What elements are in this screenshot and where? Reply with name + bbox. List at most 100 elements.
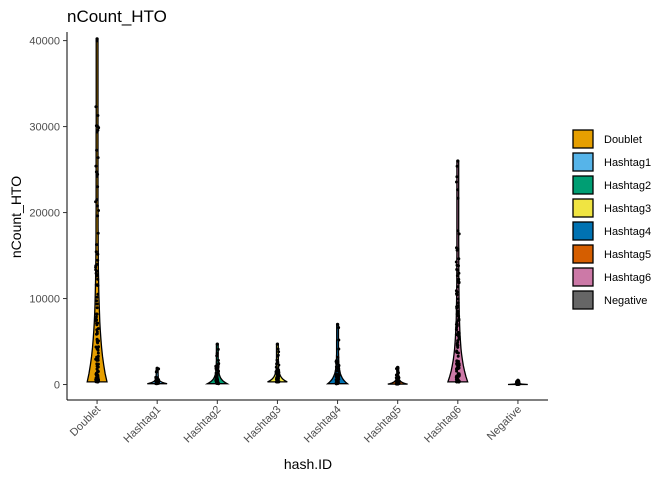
data-point xyxy=(96,258,100,262)
data-point xyxy=(517,381,521,385)
data-point xyxy=(456,297,460,301)
x-tick-label: Hashtag3 xyxy=(242,404,284,446)
points-Hashtag5 xyxy=(394,365,401,386)
y-tick-label: 0 xyxy=(54,380,60,392)
data-point xyxy=(155,378,159,381)
data-point xyxy=(96,370,100,373)
data-point xyxy=(94,318,98,322)
y-axis-title: nCount_HTO xyxy=(8,176,24,258)
data-point xyxy=(337,338,341,342)
data-point xyxy=(335,366,339,370)
data-point xyxy=(96,214,100,218)
data-point xyxy=(456,359,460,363)
x-tick-label: Hashtag4 xyxy=(302,404,344,446)
legend-key-Hashtag6 xyxy=(572,267,594,287)
data-point xyxy=(456,301,460,305)
data-point xyxy=(96,262,99,266)
data-point-max xyxy=(396,365,400,369)
data-point xyxy=(394,376,398,380)
data-point xyxy=(276,354,280,358)
data-point xyxy=(454,260,458,264)
data-point xyxy=(97,209,100,212)
data-point xyxy=(94,357,98,361)
data-point-max xyxy=(516,378,520,382)
data-point xyxy=(457,232,461,236)
data-point xyxy=(275,376,279,379)
data-point xyxy=(394,373,398,377)
data-point xyxy=(456,341,460,344)
data-point xyxy=(456,196,460,200)
data-point-max xyxy=(215,342,219,346)
legend-label-Hashtag1: Hashtag1 xyxy=(604,157,651,169)
data-point xyxy=(96,277,100,281)
data-point xyxy=(396,380,400,384)
data-point xyxy=(96,283,99,287)
data-point xyxy=(95,295,99,299)
legend-label-Hashtag3: Hashtag3 xyxy=(604,203,651,215)
data-point xyxy=(215,354,219,358)
data-point xyxy=(457,317,461,321)
data-point xyxy=(337,363,341,367)
data-point xyxy=(95,299,99,303)
data-point xyxy=(94,105,98,109)
plot-area: 0 10000 20000 30000 40000 Doublet Hashtag1 Hash… xyxy=(29,32,548,445)
data-point xyxy=(95,312,99,316)
data-point xyxy=(457,278,461,282)
data-point xyxy=(96,351,100,355)
data-point xyxy=(94,170,98,174)
data-point xyxy=(94,268,98,272)
legend-key-Doublet xyxy=(572,129,594,149)
points-Hashtag1 xyxy=(154,366,161,386)
data-point xyxy=(216,347,220,351)
data-point xyxy=(95,302,99,306)
data-point xyxy=(456,351,460,355)
data-point xyxy=(96,125,100,129)
data-point xyxy=(334,378,338,382)
data-point xyxy=(277,363,281,367)
legend-label-Negative: Negative xyxy=(604,295,647,307)
data-point-max xyxy=(456,159,460,163)
data-point xyxy=(455,324,459,328)
data-point xyxy=(456,309,460,313)
data-point xyxy=(457,257,461,261)
legend-key-Negative xyxy=(572,290,594,310)
data-point xyxy=(457,280,461,284)
points-Hashtag6 xyxy=(454,159,461,384)
data-point xyxy=(456,354,460,358)
data-point xyxy=(95,198,99,202)
data-point xyxy=(336,361,340,365)
data-point xyxy=(216,358,220,362)
data-point xyxy=(95,204,99,208)
data-point xyxy=(455,306,459,309)
data-point xyxy=(455,367,459,371)
y-tick-label: 20000 xyxy=(29,208,60,220)
data-point xyxy=(94,378,98,382)
data-point xyxy=(455,180,458,184)
data-point xyxy=(456,188,460,192)
data-point xyxy=(96,375,100,379)
legend: Doublet Hashtag1 Hashtag2 Hashtag3 Hashtag4 H… xyxy=(572,129,651,310)
points-Negative xyxy=(515,378,521,386)
data-point xyxy=(335,374,339,378)
legend-label-Hashtag5: Hashtag5 xyxy=(604,249,651,261)
data-point xyxy=(95,273,99,277)
chart-title: nCount_HTO xyxy=(67,7,167,26)
legend-key-Hashtag5 xyxy=(572,244,594,264)
data-point xyxy=(95,148,99,152)
data-point xyxy=(456,247,460,251)
data-point xyxy=(276,347,280,351)
data-point xyxy=(334,369,338,373)
data-point xyxy=(335,381,339,385)
data-point-max xyxy=(335,322,340,326)
legend-label-Doublet: Doublet xyxy=(604,134,642,146)
y-tick-label: 40000 xyxy=(29,36,60,48)
data-point xyxy=(95,306,99,310)
data-point xyxy=(217,362,221,365)
data-point xyxy=(96,380,100,384)
data-point xyxy=(217,382,221,385)
y-tick-label: 10000 xyxy=(29,294,60,306)
data-point xyxy=(454,333,458,337)
data-point xyxy=(456,363,460,367)
data-point xyxy=(337,347,341,351)
data-point xyxy=(95,338,99,342)
